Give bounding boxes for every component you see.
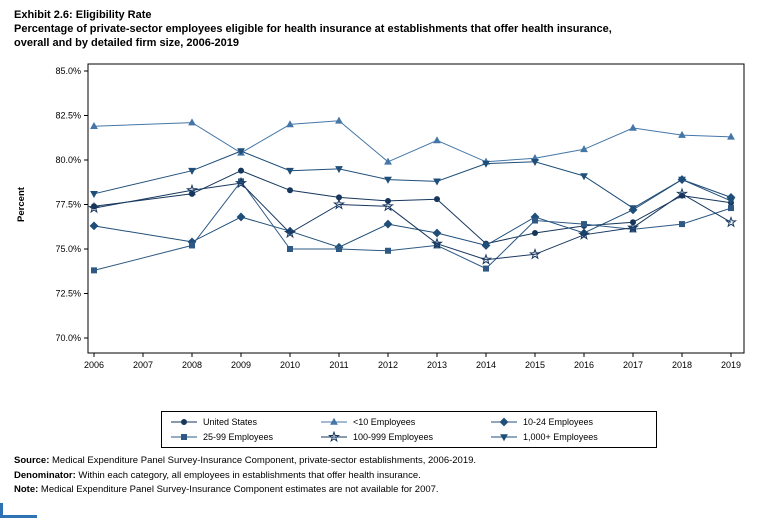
svg-text:2008: 2008 [182, 360, 202, 370]
square-marker-icon [171, 434, 197, 440]
y-axis-label: Percent [16, 186, 27, 222]
series-10-24-employees [89, 175, 736, 252]
legend-item-united-states: United States [170, 416, 320, 428]
star-marker-icon [321, 431, 347, 443]
svg-text:80.0%: 80.0% [55, 155, 81, 165]
triangle-down-marker-icon [491, 434, 517, 442]
x-axis: 2006 2007 2008 2009 2010 2011 2012 2013 2014 2015… [84, 353, 741, 370]
legend-label: United States [203, 417, 258, 427]
svg-text:72.5%: 72.5% [55, 289, 81, 299]
legend-item-25-99-employees: 25-99 Employees [170, 431, 320, 443]
line-chart: 70.0%72.5%75.0%77.5%80.0%82.5%85.0%2006 2… [16, 63, 745, 370]
footnotes: Source: Medical Expenditure Panel Survey… [14, 454, 476, 498]
legend-item--10-employees: <10 Employees [320, 416, 490, 428]
series-1-000-employees [90, 148, 735, 213]
series-100-999-employees [87, 176, 738, 265]
svg-text:2006: 2006 [84, 360, 104, 370]
svg-text:77.5%: 77.5% [55, 200, 81, 210]
svg-text:2012: 2012 [378, 360, 398, 370]
svg-text:2009: 2009 [231, 360, 251, 370]
footnote-source: Source: Medical Expenditure Panel Survey… [14, 455, 477, 466]
footnote-denominator: Denominator: Within each category, all e… [14, 469, 421, 481]
page-border-corner [0, 503, 37, 518]
plot-frame [87, 63, 745, 354]
svg-text:2007: 2007 [133, 360, 153, 370]
triangle-marker-icon [321, 417, 347, 425]
footnote-note: Note: Medical Expenditure Panel Survey-I… [14, 484, 439, 495]
circle-marker-icon [171, 419, 197, 425]
svg-text:2010: 2010 [280, 360, 300, 370]
svg-text:2011: 2011 [329, 360, 348, 370]
svg-text:2018: 2018 [672, 360, 692, 370]
y-axis: 70.0% 72.5% 75.0% 77.5% 80.0% 82.5% 85.0% [55, 66, 88, 343]
svg-text:2015: 2015 [525, 360, 545, 370]
legend-label: 1,000+ Employees [523, 432, 598, 442]
svg-text:2013: 2013 [427, 360, 447, 370]
svg-text:2017: 2017 [623, 360, 643, 370]
legend-item-100-999-employees: 100-999 Employees [320, 431, 490, 443]
legend-label: 100-999 Employees [353, 432, 434, 442]
exhibit-title: Exhibit 2.6: Eligibility Rate [14, 9, 152, 21]
svg-text:82.5%: 82.5% [55, 111, 81, 121]
svg-text:2019: 2019 [721, 360, 741, 370]
series--10-employees [90, 116, 735, 165]
svg-text:85.0%: 85.0% [55, 66, 81, 76]
svg-text:2016: 2016 [574, 360, 594, 370]
legend-item-10-24-employees: 10-24 Employees [490, 416, 648, 428]
chart-subtitle-line2: overall and by detailed firm size, 2006-… [14, 37, 239, 49]
legend-label: <10 Employees [353, 417, 416, 427]
chart-legend: United States <10 Employees 10-24 Employee… [161, 411, 657, 448]
diamond-marker-icon [491, 417, 517, 427]
chart-title-block: Exhibit 2.6: Eligibility Rate Percentage… [14, 8, 612, 50]
chart-subtitle-line1: Percentage of private-sector employees e… [14, 23, 612, 35]
legend-item-1-000-employees: 1,000+ Employees [490, 431, 648, 443]
legend-label: 10-24 Employees [523, 417, 594, 427]
svg-text:2014: 2014 [476, 360, 496, 370]
svg-text:75.0%: 75.0% [55, 244, 81, 254]
legend-label: 25-99 Employees [203, 432, 274, 442]
svg-text:70.0%: 70.0% [55, 333, 81, 343]
